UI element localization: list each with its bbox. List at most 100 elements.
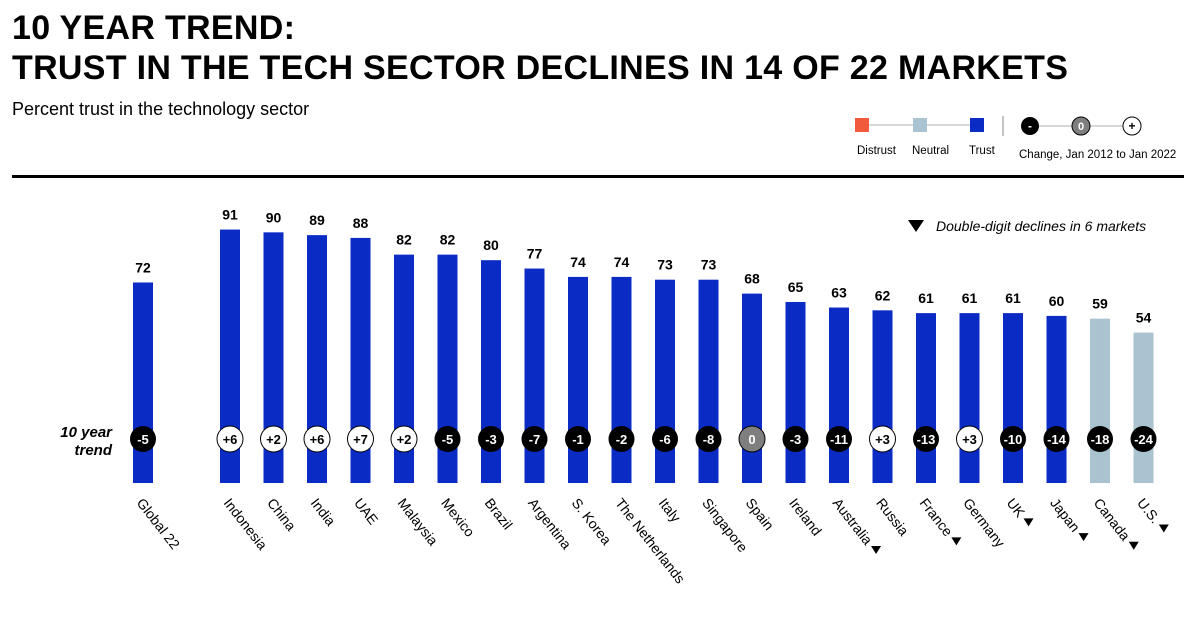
bar-russia (872, 310, 893, 483)
category-label-malaysia: Malaysia (395, 495, 442, 549)
category-label-argentina: Argentina (525, 495, 575, 552)
trend-circle-spain (738, 425, 766, 453)
category-label-ireland: Ireland (786, 495, 825, 539)
category-label-uae: UAE (351, 495, 381, 528)
category-label-indonesia: Indonesia (221, 495, 271, 553)
trend-circle-ireland (782, 426, 809, 452)
title-line-1: 10 YEAR TREND: (12, 9, 296, 47)
trend-circle-malaysia (390, 425, 418, 453)
decline-marker-icon-france (951, 537, 962, 546)
bar-mexico (437, 254, 458, 483)
trend-circle-uae (347, 425, 374, 453)
trend-value-mexico: -5 (442, 432, 454, 447)
legend-neutral-label: Neutral (912, 145, 950, 157)
trend-circle-france (913, 426, 939, 452)
bar-italy (655, 279, 675, 483)
value-label-china: 90 (266, 209, 282, 225)
trend-circle-global-22 (130, 426, 156, 452)
trend-circle-mexico (434, 426, 461, 452)
trend-circle-russia (869, 425, 896, 453)
value-label-singapore: 73 (701, 257, 717, 273)
decline-marker-icon-japan (1078, 533, 1089, 542)
trend-value-germany: +3 (962, 432, 977, 447)
value-label-ireland: 65 (788, 279, 804, 295)
trend-value-the-netherlands: -2 (616, 432, 628, 447)
double-digit-annotation: Double-digit declines in 6 markets (908, 218, 1146, 234)
trend-circle-japan (1043, 426, 1070, 452)
value-label-australia: 63 (831, 285, 847, 301)
category-label-mexico: Mexico (438, 495, 478, 540)
category-label-uk: UK (1004, 495, 1029, 521)
category-label-france: France (917, 495, 957, 539)
trend-label-line-2: trend (74, 442, 113, 459)
trend-value-singapore: -8 (703, 432, 715, 447)
legend-change-label: Change, Jan 2012 to Jan 2022 (1019, 149, 1177, 161)
title-line-2: TRUST IN THE TECH SECTOR DECLINES IN 14 … (12, 49, 1069, 87)
bar-s-korea (568, 276, 588, 483)
title-divider-rule (12, 175, 1184, 178)
category-label-s-korea: S. Korea (569, 495, 615, 548)
value-label-malaysia: 82 (396, 232, 412, 248)
trend-value-ireland: -3 (790, 432, 802, 447)
trend-value-indonesia: +6 (223, 432, 238, 447)
trend-value-spain: 0 (748, 432, 755, 447)
legend-trust-label: Trust (969, 145, 995, 157)
bar-china (263, 232, 284, 483)
trend-circle-u-s (1130, 426, 1157, 452)
category-label-spain: Spain (743, 495, 778, 533)
trend-value-india: +6 (310, 432, 325, 447)
category-label-germany: Germany (960, 495, 1008, 550)
category-label-india: India (308, 495, 339, 529)
trend-circle-singapore (695, 426, 722, 452)
trend-value-france: -13 (917, 432, 936, 447)
bar-u-s (1133, 332, 1154, 483)
category-label-australia: Australia (830, 495, 876, 548)
bar-canada (1090, 318, 1110, 483)
category-label-russia: Russia (873, 495, 912, 539)
trend-circle-the-netherlands (608, 426, 635, 452)
chart-subtitle: Percent trust in the technology sector (12, 99, 310, 119)
category-label-china: China (264, 495, 299, 534)
trend-circle-canada (1087, 426, 1113, 452)
bar-malaysia (394, 254, 414, 483)
trend-value-italy: -6 (659, 432, 671, 447)
trend-value-russia: +3 (875, 432, 890, 447)
trend-value-argentina: -7 (529, 432, 541, 447)
value-label-india: 89 (309, 212, 325, 228)
trend-value-uk: -10 (1004, 432, 1023, 447)
bar-the-netherlands (611, 276, 632, 483)
category-label-global-22: Global 22 (134, 495, 184, 552)
value-label-mexico: 82 (440, 232, 456, 248)
value-label-france: 61 (918, 290, 934, 306)
trend-value-s-korea: -1 (572, 432, 584, 447)
trend-value-u-s: -24 (1134, 432, 1154, 447)
value-label-u-s: 54 (1136, 310, 1152, 326)
bar-ireland (785, 301, 806, 483)
trend-circle-brazil (478, 426, 504, 452)
trend-circle-india (303, 425, 331, 453)
category-label-canada: Canada (1091, 495, 1134, 544)
value-label-spain: 68 (744, 271, 760, 287)
annotation-text: Double-digit declines in 6 markets (936, 218, 1147, 234)
trend-value-australia: -11 (830, 432, 848, 447)
trend-circle-s-korea (565, 426, 591, 452)
trend-value-malaysia: +2 (397, 432, 412, 447)
trend-circle-germany (956, 425, 983, 453)
value-label-italy: 73 (657, 257, 673, 273)
trend-row-label: 10 year trend (40, 424, 112, 460)
trend-circle-china (260, 425, 287, 453)
bar-uae (350, 237, 371, 483)
trend-circle-italy (652, 426, 678, 452)
value-label-global-22: 72 (135, 259, 151, 275)
value-label-japan: 60 (1049, 293, 1065, 309)
bar-india (307, 235, 327, 483)
bar-indonesia (220, 229, 240, 483)
bar-france (916, 313, 936, 483)
bar-global-22 (133, 282, 153, 483)
trend-label-line-1: 10 year (60, 424, 112, 441)
category-label-brazil: Brazil (482, 495, 516, 532)
decline-marker-icon-uk (1023, 518, 1034, 527)
down-triangle-icon (908, 220, 924, 232)
bar-spain (742, 293, 762, 483)
